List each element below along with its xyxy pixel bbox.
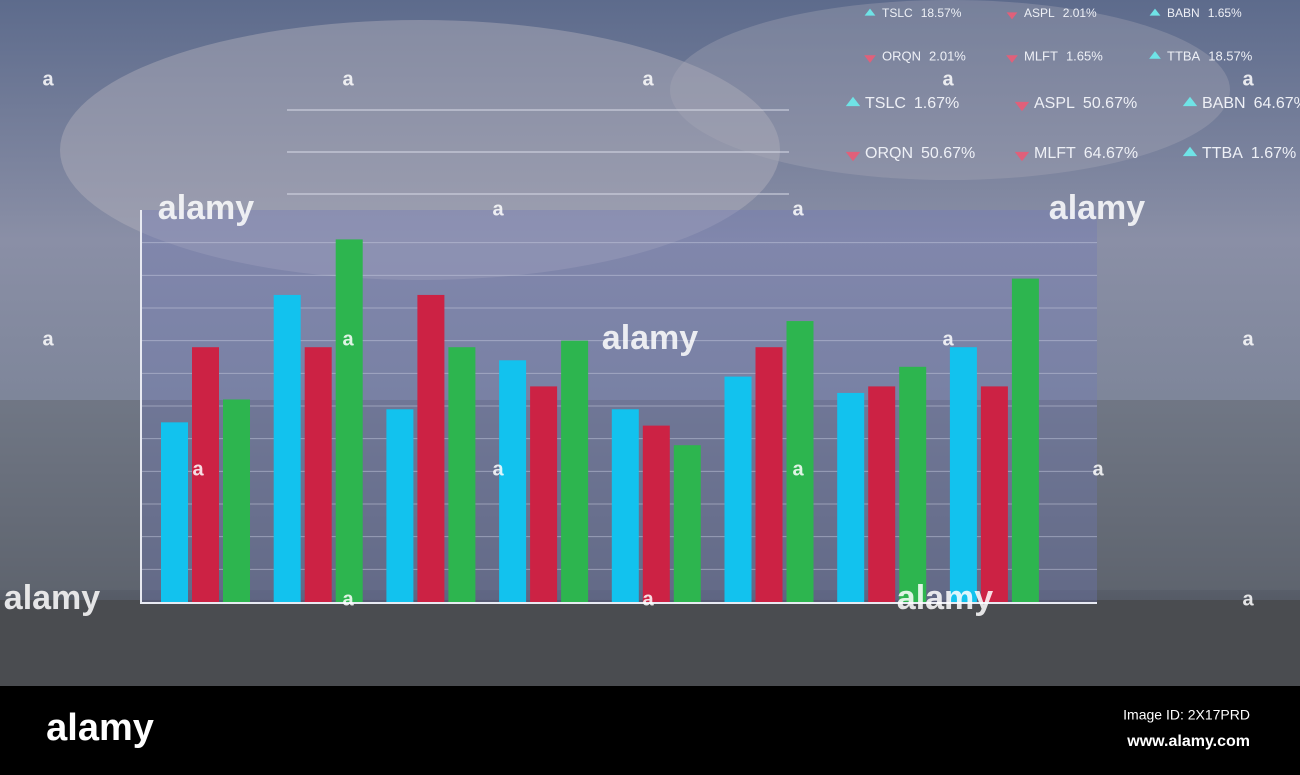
ticker-change: 64.67% <box>1084 145 1138 162</box>
ticker-symbol: MLFT <box>1024 48 1058 63</box>
watermark-mark: a <box>342 68 354 90</box>
bar <box>530 386 558 602</box>
ticker-change: 50.67% <box>1083 95 1137 112</box>
bar <box>949 347 977 602</box>
watermark-mark: a <box>342 328 354 350</box>
ticker-symbol: ASPL <box>1034 95 1075 112</box>
ticker-change: 50.67% <box>921 145 975 162</box>
ledge <box>0 600 1300 686</box>
bar <box>980 386 1008 602</box>
watermark: alamy <box>1049 189 1145 227</box>
ticker-change: 18.57% <box>921 6 962 20</box>
watermark: alamy <box>158 189 254 227</box>
ticker-arrow <box>864 8 876 16</box>
ticker-symbol: BABN <box>1202 95 1246 112</box>
footer-band <box>0 686 1300 775</box>
ticker-arrow <box>864 55 876 63</box>
ticker-symbol: TTBA <box>1202 145 1243 162</box>
watermark-mark: a <box>642 588 654 610</box>
ticker-arrow <box>1182 146 1198 157</box>
watermark-mark: a <box>42 68 54 90</box>
image-id: Image ID: 2X17PRD <box>1123 707 1250 723</box>
bar <box>386 409 414 602</box>
ticker-arrow <box>1006 55 1018 63</box>
ticker-arrow <box>1149 51 1161 59</box>
bar <box>161 422 188 602</box>
ticker-symbol: ASPL <box>1024 6 1055 20</box>
cloud <box>670 0 1230 180</box>
bar <box>192 347 219 602</box>
bar <box>335 239 363 602</box>
bar <box>724 376 752 602</box>
ticker-arrow <box>845 96 861 107</box>
footer-logo: alamy <box>46 707 154 749</box>
bar <box>448 347 476 602</box>
watermark-mark: a <box>642 68 654 90</box>
watermark-mark: a <box>792 198 804 220</box>
watermark: alamy <box>897 579 993 617</box>
bar <box>786 321 814 602</box>
watermark: alamy <box>602 319 698 357</box>
bar <box>611 409 639 602</box>
bar <box>755 347 783 602</box>
watermark-mark: a <box>792 458 804 480</box>
watermark-mark: a <box>1242 328 1254 350</box>
bar <box>417 294 445 602</box>
tickers: TSLC 18.57% ASPL 2.01% BABN 1.65% ORQN 2.01% MLF… <box>845 6 1300 162</box>
ticker-arrow <box>1149 8 1161 16</box>
ticker-arrow <box>1182 96 1198 107</box>
watermark-mark: a <box>942 68 954 90</box>
bars <box>161 239 1039 602</box>
ticker-symbol: ORQN <box>882 48 921 63</box>
watermarks: alamy alamy alamy alamy alamy a a a a a a a a a a a a a a a… <box>4 68 1255 617</box>
watermark-mark: a <box>942 328 954 350</box>
bar <box>1011 278 1039 602</box>
ticker-change: 1.65% <box>1066 48 1103 63</box>
bar <box>561 340 589 602</box>
bar <box>223 399 250 602</box>
watermark-mark: a <box>342 588 354 610</box>
bar <box>304 347 332 602</box>
ticker-change: 1.67% <box>1251 145 1296 162</box>
ticker-symbol: TTBA <box>1167 48 1201 63</box>
bar <box>273 294 301 602</box>
ticker-arrow <box>1014 101 1030 112</box>
ticker-change: 1.65% <box>1208 6 1242 20</box>
ticker-symbol: ORQN <box>865 145 913 162</box>
watermark-mark: a <box>492 458 504 480</box>
bar <box>899 366 927 602</box>
cloud <box>60 20 780 280</box>
deco-lines <box>287 109 789 195</box>
watermark-mark: a <box>192 458 204 480</box>
bar <box>868 386 896 602</box>
ticker-symbol: BABN <box>1167 6 1200 20</box>
ticker-arrow <box>1006 12 1018 20</box>
bar <box>642 425 670 602</box>
watermark-mark: a <box>42 328 54 350</box>
watermark-mark: a <box>1242 588 1254 610</box>
footer-url: www.alamy.com <box>1126 733 1250 750</box>
ticker-change: 18.57% <box>1208 48 1253 63</box>
watermark-mark: a <box>1242 68 1254 90</box>
watermark-mark: a <box>492 198 504 220</box>
ticker-change: 2.01% <box>1063 6 1097 20</box>
ticker-change: 64.67% <box>1254 95 1300 112</box>
ticker-symbol: TSLC <box>865 95 906 112</box>
bar <box>499 360 527 602</box>
watermark-mark: a <box>1092 458 1104 480</box>
bar <box>837 392 865 602</box>
watermark: alamy <box>4 579 100 617</box>
ticker-change: 2.01% <box>929 48 966 63</box>
ticker-arrow <box>845 151 861 162</box>
bar <box>673 445 701 602</box>
ticker-symbol: MLFT <box>1034 145 1076 162</box>
ticker-symbol: TSLC <box>882 6 913 20</box>
ticker-arrow <box>1014 151 1030 162</box>
ticker-change: 1.67% <box>914 95 959 112</box>
